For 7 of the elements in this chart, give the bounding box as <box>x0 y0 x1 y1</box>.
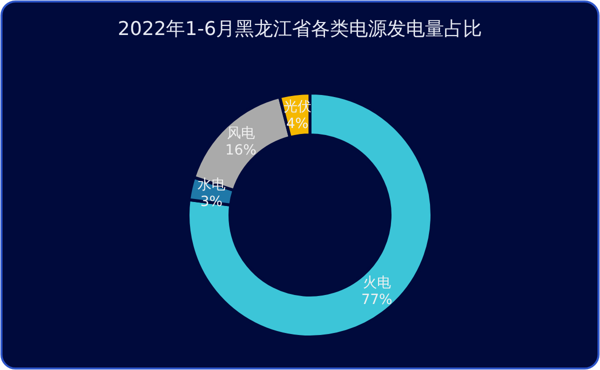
data-label: 3% <box>200 194 223 210</box>
slice-label: 风电 <box>226 125 255 142</box>
data-label: 77% <box>361 292 392 308</box>
donut-slice <box>186 92 434 338</box>
data-label: 16% <box>225 142 256 158</box>
slice-label: 火电 <box>362 274 391 291</box>
chart-title: 2022年1-6月黑龙江省各类电源发电量占比 <box>118 18 482 40</box>
